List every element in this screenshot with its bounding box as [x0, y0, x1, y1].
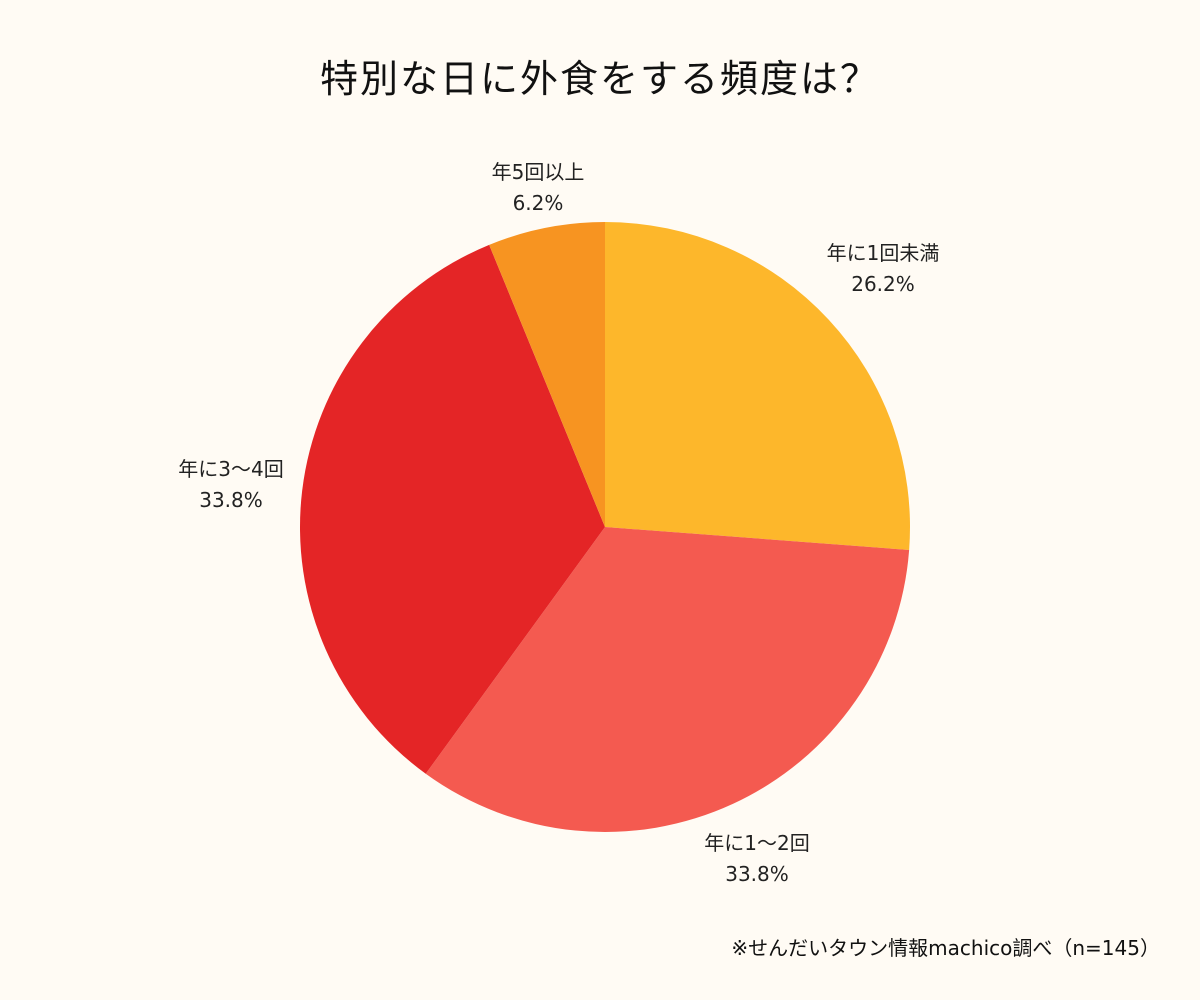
slice-less-than-once [605, 222, 910, 550]
slice-3-4-times [300, 244, 605, 774]
slice-label-name: 年に1〜2回 [704, 831, 810, 855]
label-less-than-once: 年に1回未満 26.2% [827, 238, 940, 300]
slice-1-2-times [425, 527, 910, 832]
slice-label-pct: 33.8% [725, 862, 789, 886]
label-5-plus-times: 年5回以上 6.2% [492, 157, 585, 219]
slice-label-name: 年に3〜4回 [178, 457, 284, 481]
slice-label-name: 年5回以上 [491, 160, 585, 184]
label-3-4-times: 年に3〜4回 33.8% [178, 454, 283, 516]
source-footnote: ※せんだいタウン情報machico調べ（n=145） [731, 936, 1160, 960]
slice-label-name: 年に1回未満 [826, 241, 940, 265]
slice-label-pct: 6.2% [512, 191, 564, 215]
slice-label-pct: 26.2% [851, 272, 915, 296]
slice-label-pct: 33.8% [199, 488, 263, 512]
slice-5-plus-times [489, 222, 605, 527]
chart-title: 特別な日に外食をする頻度は？ [319, 57, 880, 101]
label-1-2-times: 年に1〜2回 33.8% [704, 828, 809, 890]
